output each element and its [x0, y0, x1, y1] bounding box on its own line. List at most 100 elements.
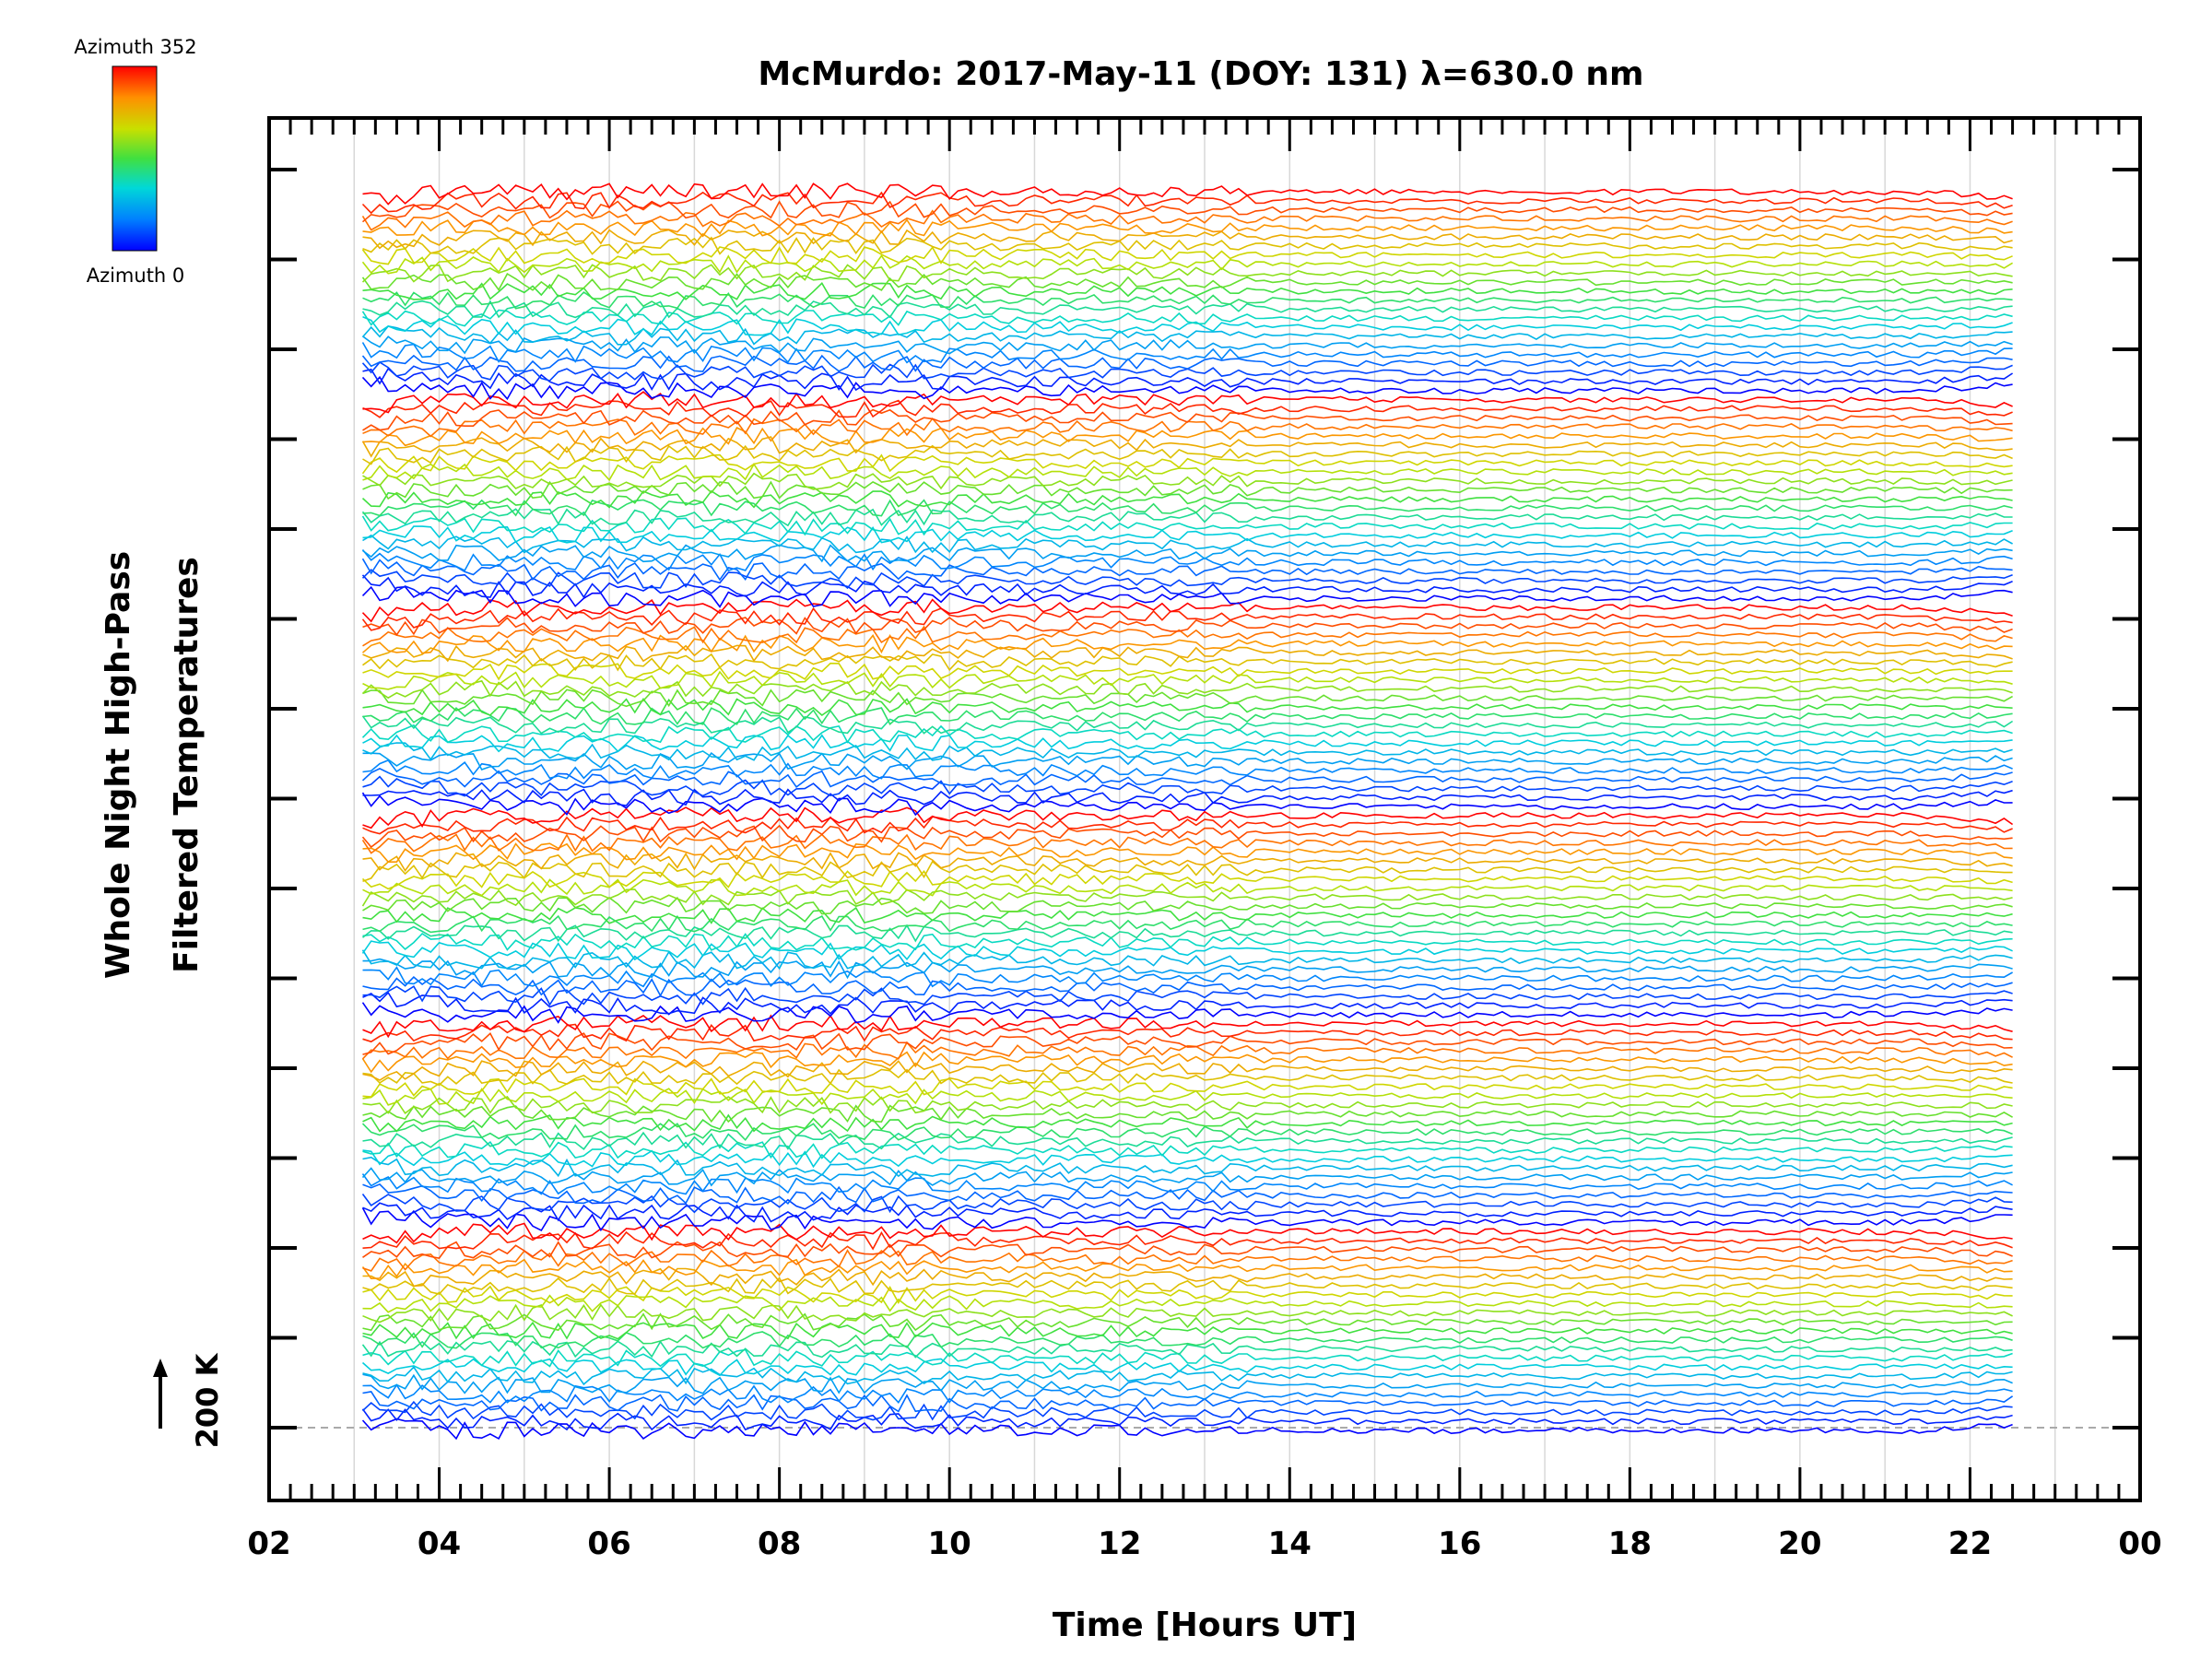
temperature-trace [362, 335, 2013, 355]
temperature-trace [362, 852, 2013, 873]
temperature-trace [362, 698, 2013, 717]
x-tick-label: 16 [1438, 1525, 1481, 1562]
temperature-trace [362, 1249, 2013, 1272]
temperature-trace [362, 1032, 2013, 1055]
chart-title: McMurdo: 2017-May-11 (DOY: 131) λ=630.0 … [758, 55, 1643, 93]
temperature-trace [361, 264, 2013, 283]
temperature-trace [362, 966, 2013, 988]
temperature-trace [361, 1207, 2013, 1232]
temperature-trace [362, 706, 2013, 725]
temperature-trace [361, 1173, 2013, 1195]
temperature-trace [361, 1194, 2013, 1214]
temperature-trace [362, 444, 2013, 465]
temperature-trace [362, 1131, 2013, 1151]
y-axis-label-line2: Filtered Temperatures [168, 557, 206, 973]
temperature-trace [362, 1383, 2013, 1405]
temperature-trace [362, 644, 2013, 663]
temperature-trace [362, 734, 2013, 753]
temperature-trace [361, 1002, 2013, 1024]
temperature-trace [362, 932, 2013, 951]
scale-indicator: 200 K [153, 1352, 225, 1448]
temperature-trace [361, 940, 2013, 961]
x-tick-labels: 02 04 06 08 10 12 14 16 18 20 22 00 [247, 1525, 2161, 1562]
colorbar-bottom-label: Azimuth 0 [87, 265, 185, 287]
temperature-trace [362, 906, 2013, 924]
temperature-trace [362, 1077, 2013, 1098]
temperature-trace [362, 759, 2013, 780]
temperature-trace [361, 272, 2013, 292]
temperature-trace [362, 1149, 2013, 1169]
temperature-trace [362, 1230, 2013, 1251]
temperature-trace [362, 218, 2013, 238]
axis-ticks [267, 118, 2142, 1500]
temperature-trace [362, 399, 2013, 418]
temperature-trace [361, 574, 2013, 599]
temperature-trace [362, 408, 2013, 431]
temperature-trace [361, 569, 2013, 590]
colorbar-gradient [112, 65, 158, 252]
temperature-trace [361, 824, 2013, 849]
temperature-trace [361, 254, 2014, 275]
temperature-trace [361, 1400, 2013, 1421]
trace-group [361, 182, 2014, 1441]
temperature-trace [361, 1123, 2013, 1142]
temperature-trace [362, 788, 2013, 806]
temperature-trace [361, 724, 2013, 744]
temperature-trace [361, 1258, 2013, 1280]
temperature-trace [362, 1088, 2013, 1106]
temperature-trace [362, 670, 2013, 690]
temperature-trace [362, 1241, 2013, 1259]
x-tick-label: 08 [758, 1525, 801, 1562]
temperature-trace [362, 896, 2013, 915]
temperature-trace [362, 625, 2013, 647]
temperature-trace [361, 508, 2013, 527]
temperature-trace [361, 585, 2013, 608]
temperature-trace [362, 976, 2013, 997]
temperature-trace [362, 991, 2013, 1015]
temperature-trace [362, 1222, 2013, 1244]
temperature-trace [362, 525, 2013, 544]
temperature-trace [362, 688, 2013, 708]
colorbar: Azimuth 352 Azimuth 0 [74, 36, 196, 287]
x-tick-label: 04 [418, 1525, 461, 1562]
x-tick-label: 22 [1948, 1525, 1992, 1562]
temperature-trace [361, 888, 2013, 907]
temperature-trace [362, 1104, 2013, 1124]
temperature-trace [362, 316, 2013, 336]
temperature-trace [362, 1391, 2014, 1413]
temperature-trace [362, 1321, 2013, 1340]
temperature-trace [361, 1418, 2013, 1441]
temperature-trace [362, 1312, 2013, 1332]
x-tick-label: 06 [587, 1525, 630, 1562]
temperature-trace [362, 860, 2013, 882]
temperature-trace [361, 1051, 2013, 1074]
temperature-trace [362, 1182, 2013, 1206]
temperature-trace [361, 375, 2013, 401]
temperature-trace [362, 742, 2013, 761]
temperature-trace [362, 427, 2013, 447]
temperature-trace [361, 209, 2013, 231]
colorbar-top-label: Azimuth 352 [74, 36, 196, 58]
temperature-trace [362, 1023, 2013, 1043]
temperature-trace [362, 1140, 2013, 1159]
temperature-trace [362, 1060, 2013, 1081]
temperature-trace [362, 300, 2013, 319]
temperature-trace [362, 367, 2014, 392]
temperature-trace [362, 751, 2013, 771]
temperature-trace [362, 1014, 2013, 1039]
temperature-trace [362, 236, 2013, 255]
temperature-trace [361, 715, 2014, 735]
temperature-trace [361, 598, 2013, 623]
temperature-trace [361, 768, 2013, 789]
x-tick-label: 10 [928, 1525, 971, 1562]
temperature-trace [362, 499, 2013, 517]
scale-arrow-head-icon [153, 1359, 168, 1377]
temperature-trace [362, 544, 2013, 563]
temperature-trace [362, 1202, 2013, 1223]
temperature-trace [361, 1167, 2013, 1187]
temperature-trace [362, 842, 2013, 864]
temperature-trace [361, 1041, 2013, 1060]
temperature-trace [362, 1156, 2013, 1178]
temperature-trace [361, 436, 2013, 458]
